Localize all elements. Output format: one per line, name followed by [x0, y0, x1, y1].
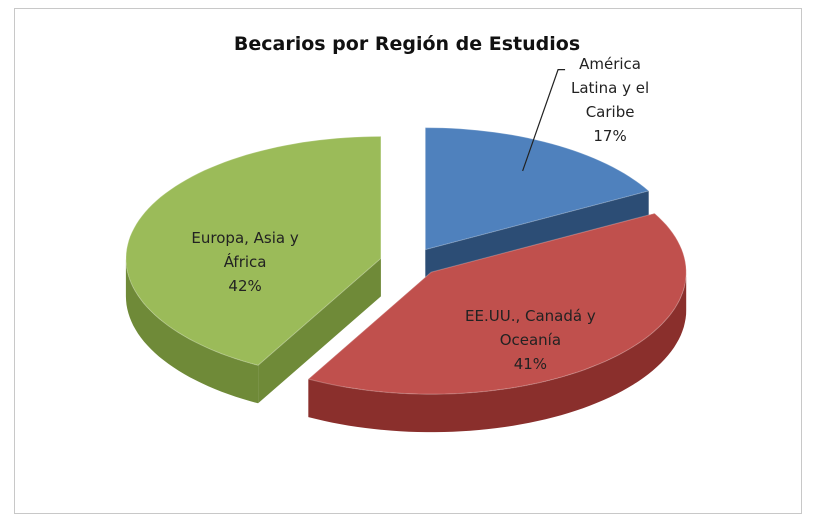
chart-title: Becarios por Región de Estudios [233, 33, 581, 55]
category-name: Europa, Asia y África [191, 228, 299, 271]
category-name: EE.UU., Canadá y Oceanía [465, 306, 596, 349]
slice-wall [308, 272, 687, 433]
pie-slice [424, 127, 650, 251]
pie-slice [125, 135, 382, 366]
slice-side [258, 258, 381, 404]
slice-label: Europa, Asia y África 42% [170, 226, 320, 298]
category-name: América Latina y el Caribe [571, 54, 650, 121]
slice-wall [125, 258, 259, 404]
chart-frame [14, 8, 802, 514]
value-label: 17% [593, 126, 627, 145]
value-label: 42% [228, 276, 262, 295]
slice-label: América Latina y el Caribe 17% [555, 52, 665, 148]
leader-line [522, 69, 566, 172]
pie-slice [307, 212, 687, 395]
slice-label: EE.UU., Canadá y Oceanía 41% [455, 304, 605, 376]
value-label: 41% [513, 354, 548, 373]
